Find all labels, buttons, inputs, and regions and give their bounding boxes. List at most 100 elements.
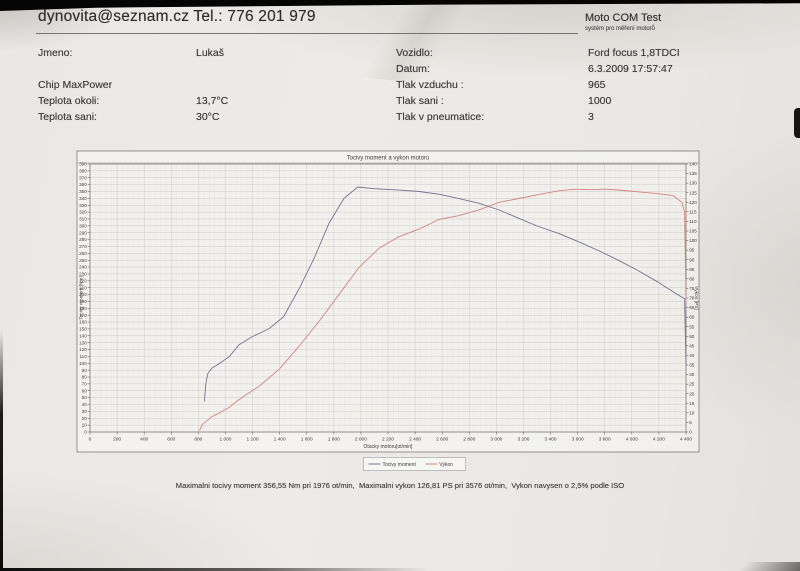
svg-text:120: 120 [79, 347, 87, 352]
chart-title: Tocivy moment a vykon motoru [347, 156, 430, 162]
svg-text:125: 125 [689, 190, 697, 195]
datum-value: 6.3.2009 17:57:47 [588, 63, 673, 75]
tlak-pneu-label: Tlak v pneumatice: [396, 111, 485, 123]
svg-text:0: 0 [689, 430, 692, 435]
svg-text:800: 800 [194, 437, 202, 443]
svg-text:90: 90 [689, 257, 695, 262]
legend-label-torque: Tocivy moment [383, 462, 417, 468]
jmeno-value: Lukaš [196, 47, 225, 59]
svg-text:1 400: 1 400 [274, 437, 286, 443]
scan-blob-right [794, 108, 800, 138]
svg-text:40: 40 [82, 402, 88, 407]
scan-edge-bottom [0, 568, 430, 571]
svg-text:65: 65 [689, 305, 695, 310]
svg-text:25: 25 [689, 382, 695, 387]
svg-text:75: 75 [689, 286, 695, 291]
jmeno-label: Jmeno: [38, 47, 73, 59]
svg-text:390: 390 [79, 162, 87, 167]
svg-text:3 800: 3 800 [599, 437, 611, 443]
svg-text:260: 260 [79, 251, 87, 256]
svg-text:100: 100 [689, 238, 697, 243]
svg-text:3 200: 3 200 [517, 437, 529, 443]
svg-text:290: 290 [79, 230, 87, 235]
svg-text:70: 70 [82, 381, 88, 386]
svg-text:340: 340 [79, 196, 87, 201]
svg-text:5: 5 [689, 420, 692, 425]
dyno-chart-svg: Tocivy moment a vykon motoru010203040506… [76, 150, 700, 471]
svg-text:95: 95 [689, 248, 695, 253]
svg-text:300: 300 [79, 223, 87, 228]
svg-text:80: 80 [689, 276, 695, 281]
teplota-sani-value: 30°C [196, 111, 220, 123]
scan-corner-bottom-right [720, 562, 800, 571]
svg-text:60: 60 [689, 315, 695, 320]
svg-text:270: 270 [79, 244, 87, 249]
svg-text:40: 40 [689, 353, 695, 358]
svg-text:130: 130 [79, 340, 87, 345]
tlak-pneu-value: 3 [588, 111, 594, 123]
svg-text:105: 105 [689, 229, 697, 234]
vozidlo-label: Vozidlo: [396, 47, 433, 59]
svg-text:4 400: 4 400 [680, 437, 692, 443]
svg-text:0: 0 [84, 430, 87, 435]
svg-text:85: 85 [689, 267, 695, 272]
svg-text:130: 130 [689, 181, 697, 186]
svg-text:100: 100 [79, 361, 87, 366]
svg-text:3 000: 3 000 [490, 437, 502, 443]
svg-text:2 800: 2 800 [463, 437, 475, 443]
svg-text:15: 15 [689, 401, 695, 406]
teplota-okoli-value: 13,7°C [196, 95, 229, 107]
svg-text:250: 250 [79, 258, 87, 263]
svg-text:10: 10 [82, 423, 88, 428]
teplota-okoli-label: Teplota okoli: [38, 95, 100, 107]
svg-text:1 600: 1 600 [301, 437, 313, 443]
summary-line: Maximalni tocivy moment 356,55 Nm pri 19… [175, 481, 625, 490]
contact-header: dynovita@seznam.cz Tel.: 776 201 979 [38, 8, 316, 25]
svg-text:50: 50 [82, 395, 88, 400]
svg-text:240: 240 [79, 265, 87, 270]
svg-text:90: 90 [82, 368, 88, 373]
svg-text:2 600: 2 600 [436, 437, 448, 443]
legend-box [363, 457, 466, 471]
svg-text:3 400: 3 400 [545, 437, 557, 443]
svg-text:110: 110 [689, 219, 697, 224]
svg-text:310: 310 [79, 217, 87, 222]
svg-text:220: 220 [79, 278, 87, 283]
svg-text:600: 600 [167, 437, 175, 443]
svg-text:350: 350 [79, 189, 87, 194]
datum-label: Datum: [396, 63, 430, 75]
teplota-sani-label: Teplota sani: [38, 111, 97, 123]
svg-text:200: 200 [113, 437, 121, 443]
right-axis-label: Vykon [PS] [693, 286, 699, 310]
svg-text:180: 180 [79, 306, 87, 311]
svg-text:50: 50 [689, 334, 695, 339]
tlak-vzduchu-label: Tlak vzduchu : [396, 79, 464, 91]
tlak-sani-label: Tlak sani : [396, 95, 444, 107]
app-title: Moto COM Test [585, 12, 662, 24]
legend-label-power: Vykon [439, 462, 453, 468]
svg-text:370: 370 [79, 175, 87, 180]
vozidlo-value: Ford focus 1,8TDCI [588, 47, 680, 59]
chip-line: Chip MaxPower [38, 79, 113, 91]
svg-text:330: 330 [79, 203, 87, 208]
tlak-sani-value: 1000 [588, 95, 612, 107]
torque-curve [204, 186, 687, 402]
svg-text:10: 10 [689, 410, 695, 415]
svg-text:360: 360 [79, 182, 87, 187]
svg-text:1 200: 1 200 [247, 437, 259, 443]
svg-text:110: 110 [79, 354, 87, 359]
svg-text:135: 135 [689, 171, 697, 176]
svg-text:30: 30 [689, 372, 695, 377]
svg-text:210: 210 [79, 285, 87, 290]
svg-text:320: 320 [79, 210, 87, 215]
header-rule [36, 33, 578, 34]
svg-text:20: 20 [82, 416, 88, 421]
svg-text:190: 190 [79, 299, 87, 304]
svg-text:0: 0 [89, 437, 92, 443]
svg-text:3 600: 3 600 [572, 437, 584, 443]
power-curve [199, 188, 687, 431]
tlak-vzduchu-value: 965 [588, 79, 606, 91]
left-axis-label: Tocivy moment [Nm] [79, 276, 85, 319]
svg-text:45: 45 [689, 343, 695, 348]
